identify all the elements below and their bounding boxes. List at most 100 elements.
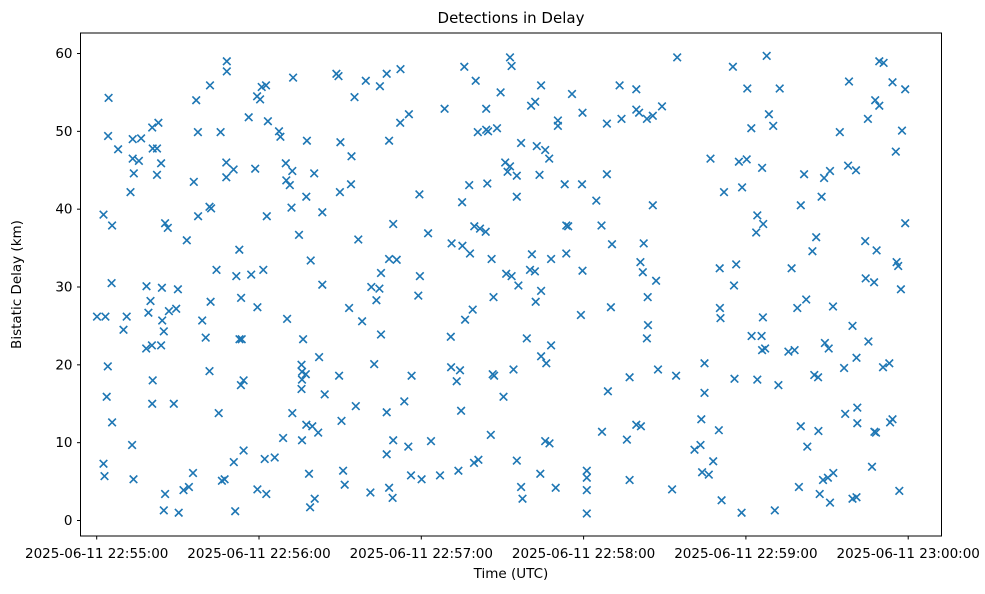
data-point-marker <box>483 126 493 136</box>
data-point-marker <box>160 218 170 228</box>
data-point-marker <box>871 428 881 437</box>
data-point-marker <box>263 116 273 126</box>
data-point-marker <box>157 316 167 325</box>
data-point-marker <box>147 123 157 132</box>
data-point-marker <box>879 58 888 68</box>
data-point-marker <box>136 134 146 143</box>
data-point-marker <box>642 114 652 124</box>
data-point-marker <box>474 455 483 465</box>
data-point-marker <box>582 509 592 518</box>
data-point-marker <box>790 345 799 355</box>
data-point-marker <box>648 200 658 210</box>
data-point-marker <box>317 280 327 290</box>
data-point-marker <box>737 183 747 192</box>
data-point-marker <box>235 334 244 344</box>
data-point-marker <box>152 170 162 180</box>
data-point-marker <box>262 211 272 221</box>
x-tick-label: 2025-06-11 22:58:00 <box>512 546 655 562</box>
data-point-marker <box>878 362 888 372</box>
data-point-marker <box>848 321 857 331</box>
data-point-marker <box>742 84 752 93</box>
data-point-marker <box>553 121 563 131</box>
data-point-marker <box>298 334 308 344</box>
data-point-marker <box>893 261 903 271</box>
data-point-marker <box>212 265 221 275</box>
data-point-marker <box>392 255 402 265</box>
data-point-marker <box>758 219 768 229</box>
data-point-marker <box>489 371 499 381</box>
data-point-marker <box>415 271 425 281</box>
data-point-marker <box>757 331 766 341</box>
x-tick-label: 2025-06-11 22:59:00 <box>674 546 817 562</box>
data-point-marker <box>197 316 207 325</box>
data-point-marker <box>794 482 804 492</box>
y-axis-ticks: 0 10 20 30 40 50 60 <box>55 46 81 529</box>
data-point-marker <box>304 469 314 479</box>
data-point-marker <box>481 104 491 114</box>
data-point-marker <box>152 144 162 153</box>
data-point-marker <box>667 485 677 494</box>
data-point-marker <box>440 104 449 114</box>
data-point-marker <box>597 221 606 230</box>
data-point-marker <box>894 486 904 496</box>
data-point-marker <box>309 169 319 178</box>
data-point-marker <box>346 179 356 189</box>
y-tick-label: 30 <box>55 280 72 296</box>
plot-frame <box>80 32 942 537</box>
data-point-marker <box>602 119 612 128</box>
data-point-marker <box>802 442 812 451</box>
data-point-marker <box>156 341 166 350</box>
data-point-marker <box>531 297 541 307</box>
data-point-marker <box>839 363 849 373</box>
scatter-points <box>92 51 910 518</box>
x-tick-label: 2025-06-11 22:57:00 <box>350 546 493 562</box>
data-point-marker <box>159 506 169 515</box>
data-point-marker <box>852 492 861 502</box>
data-point-marker <box>900 84 910 94</box>
data-point-marker <box>774 380 783 390</box>
data-point-marker <box>100 471 109 481</box>
data-point-marker <box>297 367 307 377</box>
data-point-marker <box>113 144 123 154</box>
data-point-marker <box>260 454 270 464</box>
y-tick-label: 40 <box>55 202 72 218</box>
x-tick-label: 2025-06-11 22:55:00 <box>25 546 168 562</box>
data-point-marker <box>872 246 881 255</box>
data-point-marker <box>874 101 884 111</box>
data-point-marker <box>843 161 853 170</box>
data-point-marker <box>301 192 311 202</box>
data-point-marker <box>825 166 835 176</box>
data-point-marker <box>129 169 139 178</box>
data-point-marker <box>696 414 706 424</box>
data-point-marker <box>128 154 138 163</box>
data-point-marker <box>576 310 586 320</box>
data-point-marker <box>792 303 802 313</box>
data-point-marker <box>811 232 821 242</box>
y-tick-label: 0 <box>64 513 73 529</box>
data-point-marker <box>369 359 379 369</box>
data-point-marker <box>415 190 424 199</box>
data-point-marker <box>863 114 873 124</box>
data-point-marker <box>423 228 433 238</box>
data-point-marker <box>297 384 306 394</box>
data-point-marker <box>297 435 307 445</box>
data-point-marker <box>182 235 192 245</box>
data-point-marker <box>214 408 224 418</box>
data-point-marker <box>344 303 354 313</box>
data-point-marker <box>578 108 587 118</box>
data-point-marker <box>828 468 838 478</box>
data-point-marker <box>530 267 540 276</box>
data-point-marker <box>222 67 232 76</box>
data-point-marker <box>282 314 292 324</box>
data-point-marker <box>536 286 546 296</box>
data-point-marker <box>551 483 561 493</box>
data-point-marker <box>852 418 862 428</box>
data-point-marker <box>499 392 508 402</box>
data-point-marker <box>757 163 767 173</box>
data-point-marker <box>191 95 201 105</box>
data-point-marker <box>690 445 699 455</box>
data-point-marker <box>535 469 545 479</box>
data-point-marker <box>230 506 240 516</box>
y-tick-label: 50 <box>55 124 72 140</box>
data-point-marker <box>764 109 774 119</box>
